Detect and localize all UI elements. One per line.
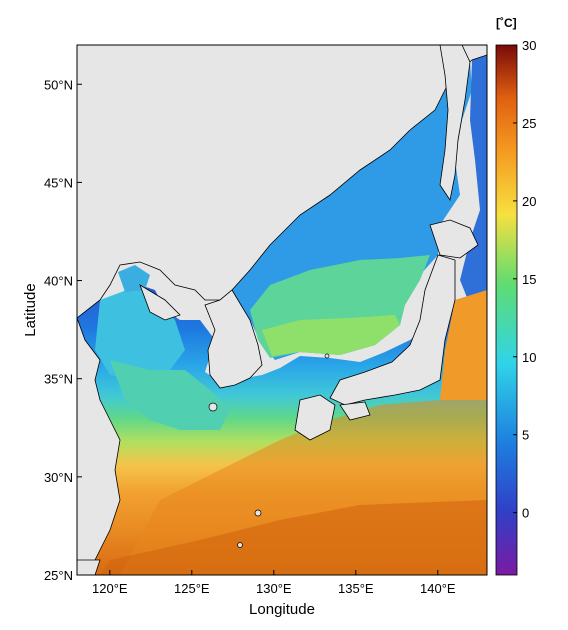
lon-tick-label: 125°E bbox=[174, 581, 210, 596]
colorbar-tick-label: 5 bbox=[522, 428, 529, 443]
colorbar-tick-label: 15 bbox=[522, 272, 536, 287]
lon-tick-label: 120°E bbox=[92, 581, 128, 596]
lat-tick-label: 50°N bbox=[44, 77, 73, 92]
colorbar-tick-label: 25 bbox=[522, 116, 536, 131]
map-plot-area bbox=[76, 44, 488, 576]
colorbar-tick-label: 0 bbox=[522, 506, 529, 521]
lat-tick-label: 40°N bbox=[44, 274, 73, 289]
colorbar-gradient bbox=[495, 44, 518, 576]
lat-tick-label: 25°N bbox=[44, 568, 73, 583]
colorbar-ticks: 0 5 10 15 20 25 30 bbox=[513, 38, 536, 521]
colorbar-tick-label: 20 bbox=[522, 194, 536, 209]
lat-tick-label: 45°N bbox=[44, 175, 73, 190]
colorbar-tick-label: 10 bbox=[522, 350, 536, 365]
y-axis-title: Latitude bbox=[22, 283, 39, 336]
longitude-ticks: 120°E 125°E 130°E 135°E 140°E bbox=[92, 570, 456, 596]
lon-tick-label: 135°E bbox=[338, 581, 374, 596]
latitude-ticks: 25°N 30°N 35°N 40°N 45°N 50°N bbox=[44, 77, 82, 583]
land-masses bbox=[77, 45, 487, 575]
lon-tick-label: 140°E bbox=[420, 581, 456, 596]
lat-tick-label: 35°N bbox=[44, 372, 73, 387]
lon-tick-label: 130°E bbox=[256, 581, 292, 596]
lat-tick-label: 30°N bbox=[44, 470, 73, 485]
colorbar-tick-label: 30 bbox=[522, 38, 536, 53]
plot-frame bbox=[76, 44, 488, 576]
colorbar-unit: [˚C] bbox=[496, 16, 517, 30]
colorbar: [˚C] 0 5 10 15 20 25 30 bbox=[495, 16, 536, 576]
x-axis-title: Longitude bbox=[249, 601, 315, 618]
